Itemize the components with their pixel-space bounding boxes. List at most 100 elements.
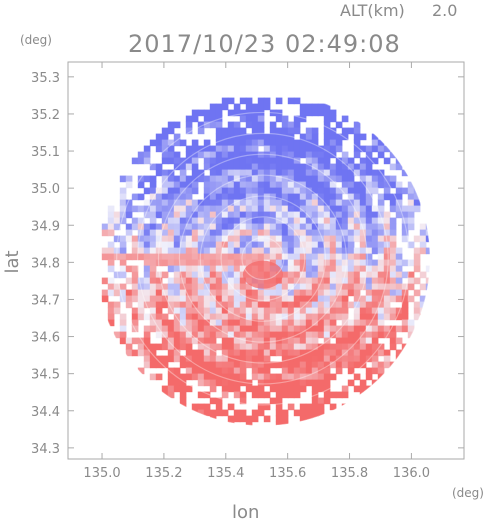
velocity-cell (209, 199, 217, 207)
velocity-cell (167, 175, 175, 183)
velocity-cell (137, 193, 145, 201)
velocity-cell (275, 319, 283, 327)
velocity-cell (269, 235, 277, 243)
velocity-cell (233, 289, 241, 297)
velocity-cell (161, 331, 169, 339)
velocity-cell (257, 385, 265, 393)
velocity-cell (143, 229, 151, 237)
velocity-cell (347, 217, 355, 225)
velocity-cell (257, 343, 265, 351)
velocity-cell (359, 307, 367, 315)
velocity-cell (305, 379, 313, 387)
velocity-cell (269, 373, 277, 381)
velocity-cell (143, 301, 151, 309)
velocity-cell (137, 247, 145, 255)
velocity-cell (419, 247, 427, 255)
velocity-cell (137, 205, 145, 213)
velocity-cell (293, 235, 301, 243)
velocity-cell (221, 259, 229, 267)
velocity-cell (359, 361, 367, 369)
velocity-cell (323, 301, 331, 309)
velocity-cell (317, 331, 325, 339)
velocity-cell (251, 235, 259, 243)
velocity-cell (191, 241, 199, 249)
velocity-cell (143, 289, 151, 297)
velocity-cell (323, 223, 331, 231)
velocity-cell (419, 223, 427, 231)
velocity-cell (197, 223, 205, 231)
velocity-cell (113, 307, 121, 315)
velocity-cell (161, 223, 169, 231)
velocity-cell (191, 115, 199, 123)
velocity-cell (389, 217, 397, 225)
velocity-cell (125, 349, 133, 357)
velocity-cell (197, 307, 205, 315)
velocity-cell (269, 133, 277, 141)
velocity-cell (137, 337, 145, 345)
velocity-cell (203, 313, 211, 321)
velocity-cell (377, 151, 385, 159)
velocity-cell (251, 121, 259, 129)
velocity-cell (251, 163, 259, 171)
velocity-cell (191, 235, 199, 243)
velocity-cell (263, 229, 271, 237)
velocity-cell (209, 325, 217, 333)
velocity-cell (257, 217, 265, 225)
velocity-cell (275, 385, 283, 393)
velocity-cell (275, 109, 283, 117)
velocity-cell (305, 157, 313, 165)
velocity-cell (203, 193, 211, 201)
velocity-cell (209, 211, 217, 219)
velocity-cell (395, 205, 403, 213)
velocity-cell (203, 373, 211, 381)
velocity-cell (131, 247, 139, 255)
velocity-cell (329, 163, 337, 171)
velocity-cell (173, 247, 181, 255)
velocity-cell (377, 169, 385, 177)
x-tick-label: 135.6 (269, 466, 306, 481)
velocity-cell (215, 211, 223, 219)
velocity-cell (203, 163, 211, 171)
velocity-cell (287, 181, 295, 189)
velocity-cell (329, 145, 337, 153)
velocity-cell (425, 265, 430, 273)
velocity-cell (275, 259, 283, 267)
velocity-cell (227, 253, 235, 261)
velocity-cell (203, 331, 211, 339)
velocity-cell (257, 379, 265, 387)
velocity-cell (341, 355, 349, 363)
velocity-cell (293, 379, 301, 387)
velocity-cell (275, 283, 283, 291)
velocity-cell (323, 247, 331, 255)
velocity-cell (293, 247, 301, 255)
velocity-cell (371, 355, 379, 363)
velocity-cell (221, 289, 229, 297)
velocity-cell (383, 361, 391, 369)
velocity-cell (281, 199, 289, 207)
velocity-cell (359, 331, 367, 339)
velocity-cell (161, 343, 169, 351)
velocity-cell (149, 265, 157, 273)
velocity-cell (191, 367, 199, 375)
velocity-cell (233, 325, 241, 333)
velocity-cell (209, 169, 217, 177)
velocity-cell (239, 163, 247, 171)
velocity-cell (401, 289, 409, 297)
velocity-cell (365, 193, 373, 201)
velocity-cell (101, 253, 109, 261)
velocity-cell (341, 217, 349, 225)
velocity-cell (371, 325, 379, 333)
velocity-cell (269, 337, 277, 345)
velocity-cell (401, 187, 409, 195)
altitude-label: ALT(km) (340, 1, 405, 20)
velocity-cell (107, 283, 115, 291)
velocity-cell (245, 115, 253, 123)
velocity-cell (251, 307, 259, 315)
velocity-cell (257, 391, 265, 399)
velocity-cell (227, 379, 235, 387)
velocity-cell (149, 295, 157, 303)
velocity-cell (407, 181, 415, 189)
range-ring (157, 153, 368, 364)
velocity-cell (383, 181, 391, 189)
velocity-cell (119, 337, 127, 345)
